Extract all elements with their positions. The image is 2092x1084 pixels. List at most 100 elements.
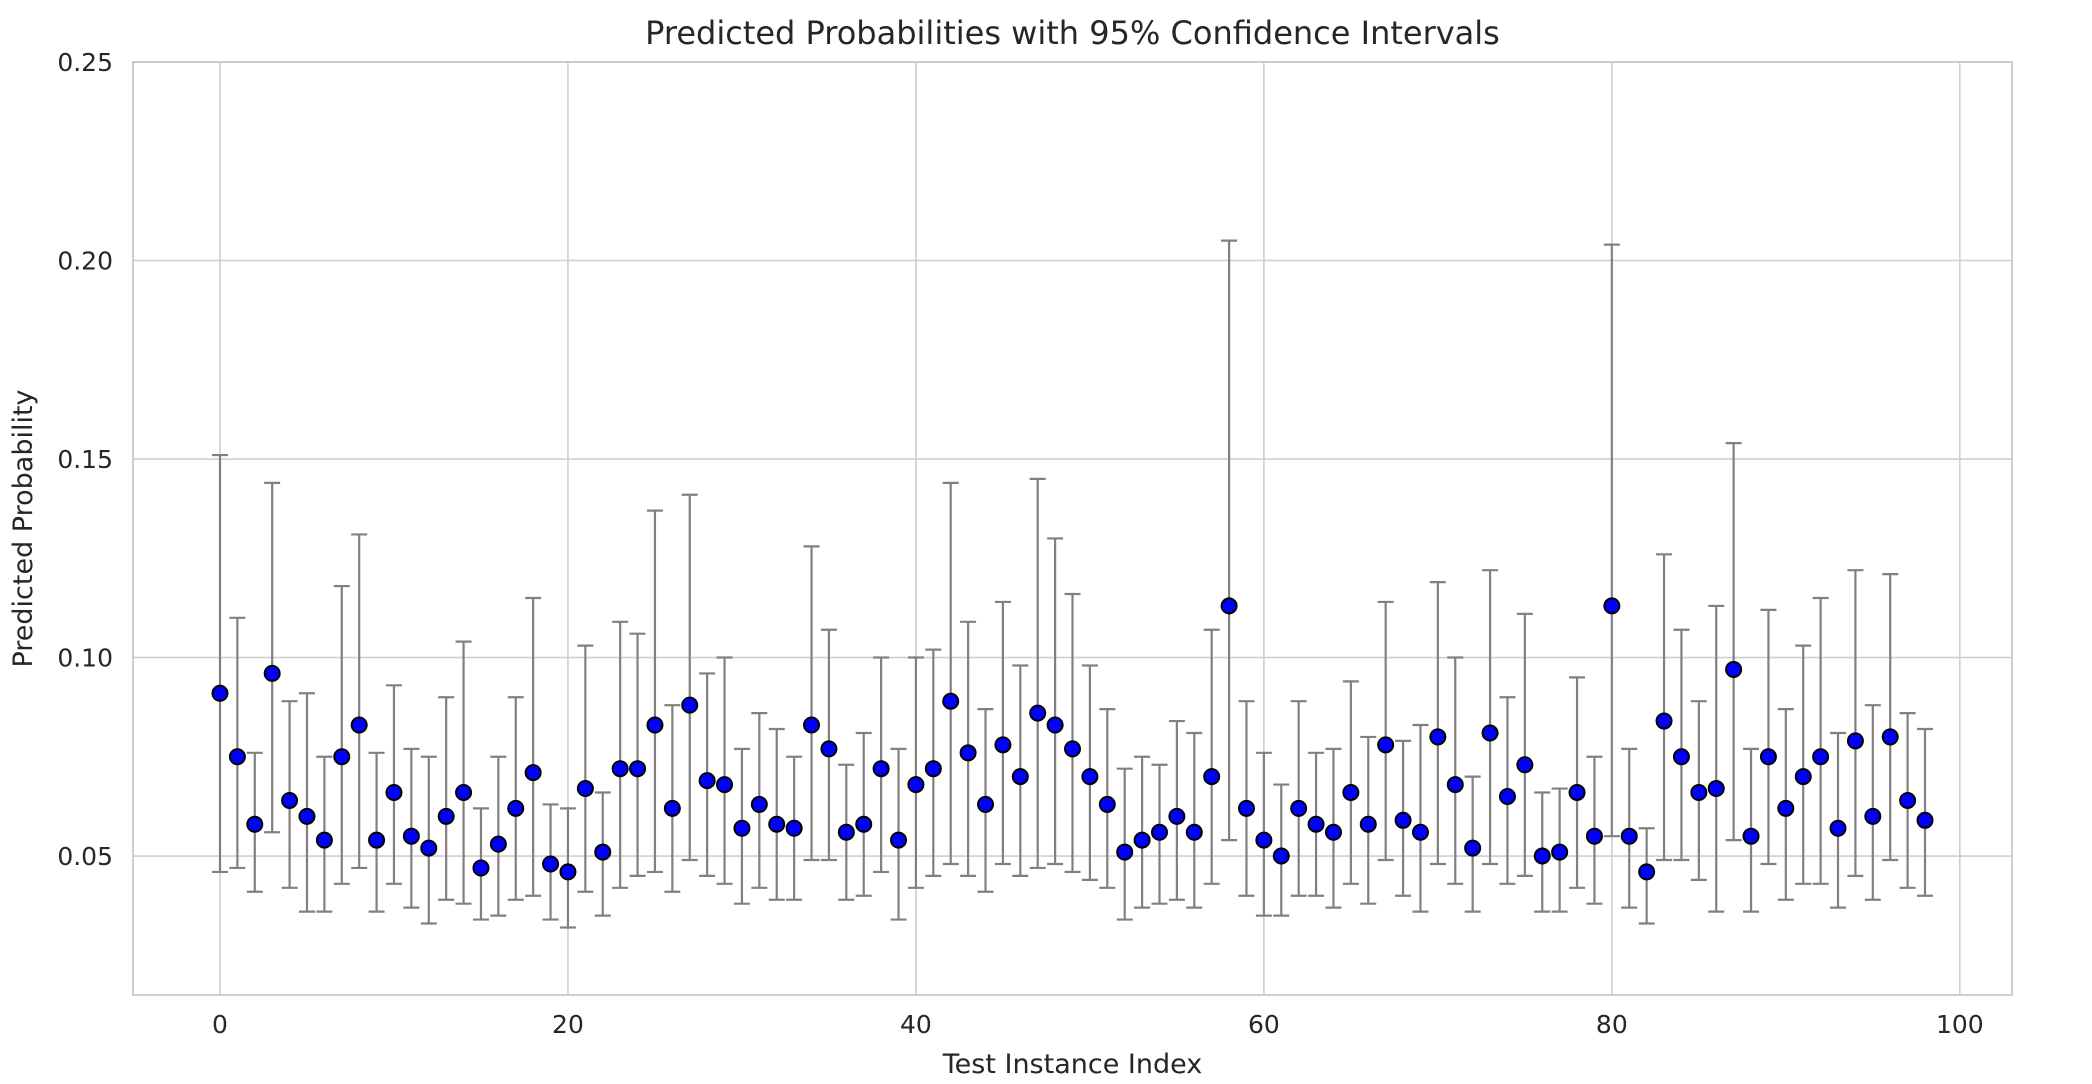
data-point	[1237, 799, 1255, 817]
data-point	[872, 760, 890, 778]
data-point	[1690, 784, 1708, 802]
data-point	[1429, 728, 1447, 746]
errorbar	[229, 616, 246, 870]
x-tick-label: 20	[552, 1010, 584, 1039]
errorbar	[211, 453, 228, 874]
errorbar	[1342, 680, 1359, 885]
y-tick-label: 0.25	[57, 48, 113, 77]
x-tick-label: 60	[1248, 1010, 1280, 1039]
data-point	[1498, 787, 1516, 805]
data-point	[1464, 839, 1482, 857]
data-point	[576, 780, 594, 798]
data-point	[785, 819, 803, 837]
errorbar	[1047, 537, 1064, 866]
x-tick-label: 100	[1936, 1010, 1984, 1039]
errorbar	[455, 640, 472, 905]
data-point	[263, 664, 281, 682]
data-point	[750, 795, 768, 813]
markers	[211, 597, 1934, 881]
errorbar	[1516, 612, 1533, 877]
errorbar	[1290, 700, 1307, 897]
data-point	[211, 684, 229, 702]
data-point	[803, 716, 821, 734]
data-point	[1777, 799, 1795, 817]
errorbar	[264, 481, 281, 834]
data-point	[1881, 728, 1899, 746]
data-point	[646, 716, 664, 734]
data-point	[1133, 831, 1151, 849]
data-point	[455, 784, 473, 802]
data-point	[1794, 768, 1812, 786]
data-point	[1672, 748, 1690, 766]
data-point	[1759, 748, 1777, 766]
data-point	[1725, 660, 1743, 678]
data-point	[333, 748, 351, 766]
errorbar	[1186, 731, 1203, 909]
errorbar	[1029, 477, 1046, 870]
data-point	[681, 696, 699, 714]
errorbar	[1882, 573, 1899, 862]
errorbar	[1708, 604, 1725, 913]
errorbar	[351, 533, 368, 870]
data-point	[507, 799, 525, 817]
errorbar	[298, 692, 315, 913]
errorbar	[803, 545, 820, 862]
data-point	[385, 784, 403, 802]
errorbar	[1377, 600, 1394, 862]
data-point	[942, 692, 960, 710]
data-point	[1620, 827, 1638, 845]
data-point	[907, 776, 925, 794]
data-point	[768, 815, 786, 833]
data-point	[924, 760, 942, 778]
errorbar	[1673, 628, 1690, 862]
data-point	[1411, 823, 1429, 841]
data-point	[1481, 724, 1499, 742]
errorbar	[1603, 243, 1620, 838]
data-point	[1568, 784, 1586, 802]
errorbar	[1203, 628, 1220, 885]
y-tick-label: 0.15	[57, 445, 113, 474]
data-point	[1272, 847, 1290, 865]
plot-frame	[132, 61, 2013, 996]
data-point	[1742, 827, 1760, 845]
data-point	[1829, 819, 1847, 837]
errorbar	[1847, 569, 1864, 877]
errorbar	[629, 632, 646, 877]
data-point	[1864, 807, 1882, 825]
data-point	[698, 772, 716, 790]
errorbar	[507, 696, 524, 901]
data-point	[298, 807, 316, 825]
data-point	[733, 819, 751, 837]
data-point	[1290, 799, 1308, 817]
data-point	[1446, 776, 1464, 794]
errorbar	[1238, 700, 1255, 897]
data-point	[559, 863, 577, 881]
data-point	[281, 791, 299, 809]
y-tick-label: 0.20	[57, 247, 113, 276]
data-point	[1585, 827, 1603, 845]
data-point	[1046, 716, 1064, 734]
errorbars	[211, 239, 1934, 929]
x-tick-label: 80	[1596, 1010, 1628, 1039]
data-point	[1812, 748, 1830, 766]
data-point	[524, 764, 542, 782]
data-point	[837, 823, 855, 841]
errorbar	[1429, 580, 1446, 866]
data-point	[890, 831, 908, 849]
data-point	[1603, 597, 1621, 615]
errorbar	[664, 704, 681, 893]
data-point	[663, 799, 681, 817]
data-point	[594, 843, 612, 861]
data-point	[1916, 811, 1934, 829]
y-axis-label: Predicted Probability	[8, 389, 39, 667]
errorbar	[1064, 592, 1081, 874]
data-point	[1655, 712, 1673, 730]
data-point	[1394, 811, 1412, 829]
data-point	[611, 760, 629, 778]
errorbar	[768, 727, 785, 901]
data-point	[1116, 843, 1134, 861]
data-point	[1150, 823, 1168, 841]
data-point	[1516, 756, 1534, 774]
